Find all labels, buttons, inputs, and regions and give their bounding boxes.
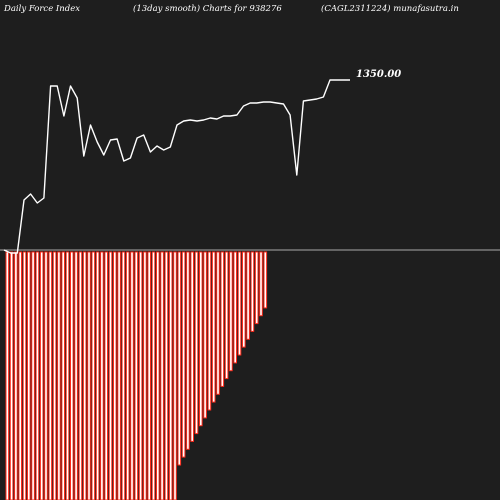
force-index-bar bbox=[138, 251, 143, 500]
force-index-bars bbox=[5, 251, 268, 500]
force-index-bar bbox=[224, 251, 229, 380]
force-index-bar bbox=[254, 251, 259, 325]
force-index-bar bbox=[168, 251, 173, 500]
force-index-bar bbox=[117, 251, 121, 500]
force-index-bar bbox=[61, 251, 66, 500]
force-index-bar bbox=[194, 251, 199, 435]
force-index-bar bbox=[100, 251, 104, 500]
force-index-bar bbox=[5, 251, 10, 500]
force-index-bar bbox=[82, 251, 87, 500]
force-index-bar bbox=[14, 251, 18, 500]
force-index-bar bbox=[44, 251, 48, 500]
force-index-bar bbox=[186, 251, 190, 450]
force-index-bar bbox=[74, 251, 78, 500]
force-index-bar bbox=[220, 251, 225, 387]
force-index-bar bbox=[199, 251, 203, 427]
force-index-bar bbox=[57, 251, 61, 500]
force-index-bar bbox=[160, 251, 164, 500]
force-index-bar bbox=[190, 251, 194, 442]
force-index-bar bbox=[70, 251, 74, 500]
force-index-bar bbox=[203, 251, 207, 419]
force-index-bar bbox=[259, 251, 263, 317]
force-index-bar bbox=[143, 251, 147, 500]
force-index-bar bbox=[31, 251, 35, 500]
force-index-bar bbox=[9, 251, 14, 500]
force-index-bar bbox=[113, 251, 117, 500]
force-index-bar bbox=[104, 251, 109, 500]
force-index-bar bbox=[242, 251, 246, 348]
force-index-bar bbox=[229, 251, 233, 372]
force-index-bar bbox=[147, 251, 151, 500]
force-index-bar bbox=[108, 251, 113, 500]
force-index-bar bbox=[48, 251, 53, 500]
force-index-bar bbox=[246, 251, 250, 340]
force-index-bar bbox=[130, 251, 134, 500]
force-index-bar bbox=[134, 251, 139, 500]
force-index-bar bbox=[156, 251, 160, 500]
force-index-bar bbox=[211, 251, 216, 403]
force-index-bar bbox=[173, 251, 177, 500]
force-index-bar bbox=[181, 251, 186, 458]
force-index-bar bbox=[65, 251, 70, 500]
force-index-bar bbox=[87, 251, 91, 500]
force-index-bar bbox=[39, 251, 44, 500]
price-line bbox=[3, 79, 350, 254]
force-index-bar bbox=[91, 251, 96, 500]
force-index-bar bbox=[95, 251, 100, 500]
price-label: 1350.00 bbox=[356, 69, 401, 80]
header-middle: (13day smooth) Charts for 938276 bbox=[133, 3, 282, 14]
force-index-bar bbox=[164, 251, 169, 500]
force-index-bar bbox=[121, 251, 126, 500]
force-index-bar bbox=[216, 251, 220, 395]
force-index-bar bbox=[263, 251, 268, 309]
force-index-bar bbox=[207, 251, 212, 411]
force-index-bar bbox=[250, 251, 255, 332]
force-index-bar bbox=[125, 251, 130, 500]
force-index-bar bbox=[78, 251, 83, 500]
force-index-bar bbox=[18, 251, 22, 500]
force-index-bar bbox=[237, 251, 242, 356]
force-index-bar bbox=[22, 251, 27, 500]
force-index-bar bbox=[52, 251, 57, 500]
force-index-bar bbox=[233, 251, 237, 364]
force-index-bar bbox=[177, 251, 182, 466]
force-index-bar bbox=[151, 251, 156, 500]
header-left: Daily Force Index bbox=[3, 4, 80, 14]
force-index-bar bbox=[27, 251, 31, 500]
force-index-bar bbox=[35, 251, 40, 500]
header-right: (CAGL2311224) munafasutra.in bbox=[321, 3, 459, 14]
